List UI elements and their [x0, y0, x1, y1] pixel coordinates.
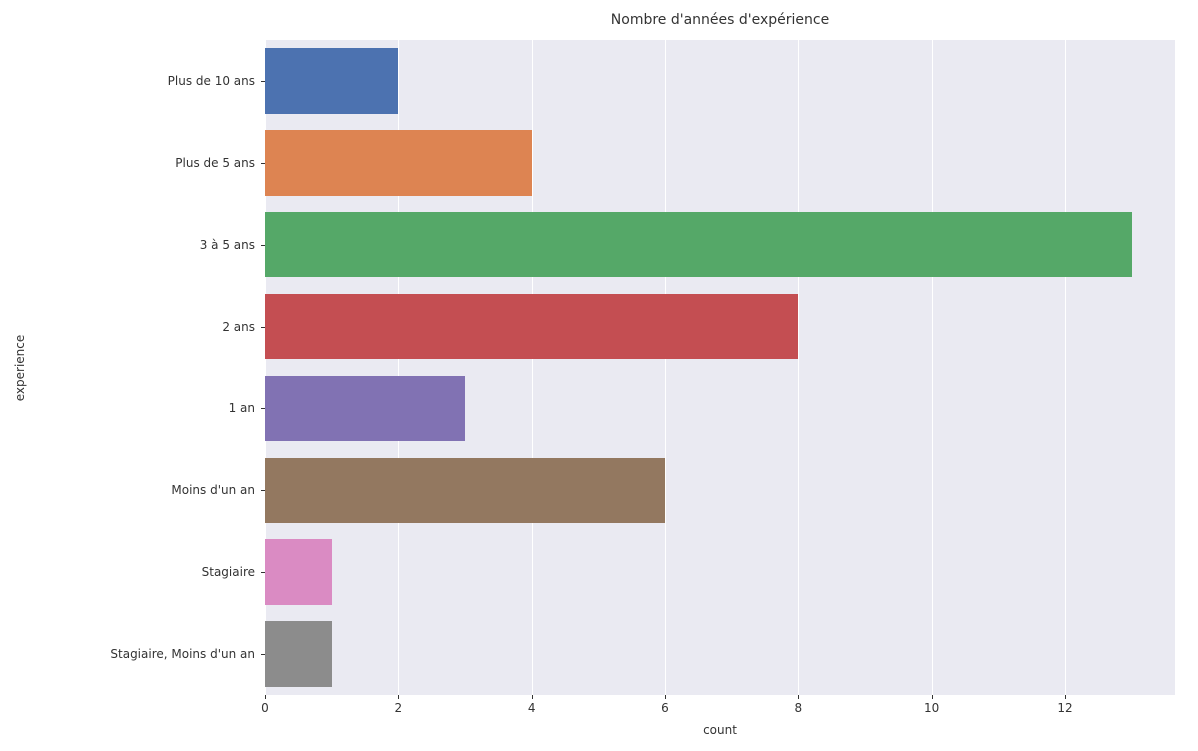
bar [265, 48, 398, 114]
chart-title: Nombre d'années d'expérience [265, 12, 1175, 28]
bar [265, 212, 1132, 278]
y-tick-label: 3 à 5 ans [200, 238, 265, 252]
x-gridline [932, 40, 933, 695]
bar [265, 458, 665, 524]
x-tick-label: 6 [661, 695, 669, 715]
x-tick-label: 4 [528, 695, 536, 715]
x-tick-label: 0 [261, 695, 269, 715]
x-gridline [798, 40, 799, 695]
bar [265, 539, 332, 605]
bar [265, 130, 532, 196]
y-tick-label: Plus de 5 ans [175, 156, 265, 170]
figure-container: 0 2 4 6 8 10 12 Plus de 10 ans Plus de 5 ans 3 à … [0, 0, 1198, 751]
x-gridline [532, 40, 533, 695]
plot-area: 024681012Plus de 10 ansPlus de 5 ans3 à … [265, 40, 1175, 695]
x-gridline [665, 40, 666, 695]
y-tick-label: 1 an [229, 401, 265, 415]
x-tick-label: 8 [795, 695, 803, 715]
x-axis-label: count [265, 723, 1175, 737]
y-tick-label: Stagiaire, Moins d'un an [110, 647, 265, 661]
y-tick-label: 2 ans [222, 320, 265, 334]
bar [265, 376, 465, 442]
bar [265, 621, 332, 687]
bar [265, 294, 798, 360]
y-tick-label: Plus de 10 ans [168, 74, 265, 88]
x-tick-label: 10 [924, 695, 939, 715]
y-tick-label: Stagiaire [202, 565, 265, 579]
x-gridline [1065, 40, 1066, 695]
x-tick-label: 2 [395, 695, 403, 715]
y-axis-label: experience [13, 334, 27, 401]
y-tick-label: Moins d'un an [171, 483, 265, 497]
x-tick-label: 12 [1057, 695, 1072, 715]
